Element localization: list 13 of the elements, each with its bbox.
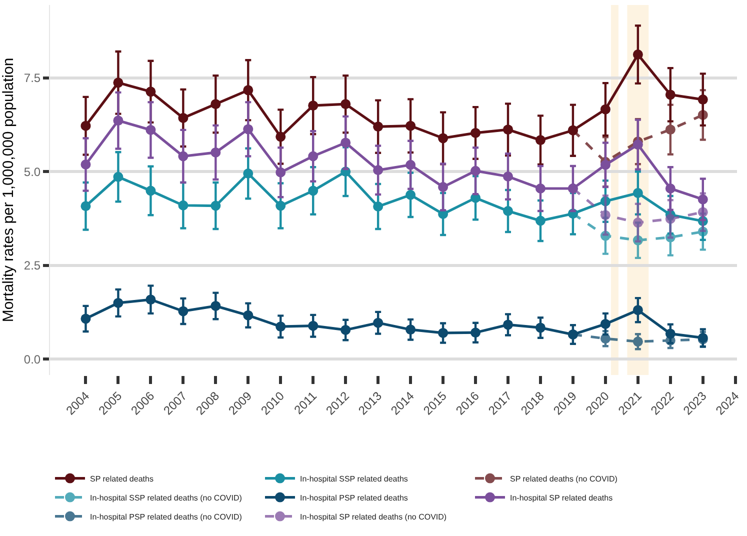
legend-label: In-hospital SP related deaths (no COVID) bbox=[300, 512, 447, 522]
y-tick-label: 0.0 bbox=[24, 352, 41, 366]
y-tick-label: 2.5 bbox=[24, 258, 41, 273]
legend-label: In-hospital PSP related deaths bbox=[300, 493, 408, 502]
legend-label: In-hospital SSP related deaths bbox=[300, 474, 408, 484]
legend-label: In-hospital SSP related deaths (no COVID) bbox=[90, 493, 242, 502]
legend-label: In-hospital SP related deaths bbox=[510, 493, 613, 502]
legend-label: In-hospital PSP related deaths (no COVID) bbox=[90, 512, 242, 522]
legend-label: SP related deaths (no COVID) bbox=[510, 474, 618, 484]
y-tick-label: 7.5 bbox=[24, 71, 41, 85]
y-axis-title: Mortality rates per 1,000,000 population bbox=[0, 58, 18, 322]
legend-label: SP related deaths bbox=[90, 474, 154, 484]
y-tick-label: 5.0 bbox=[24, 164, 41, 179]
